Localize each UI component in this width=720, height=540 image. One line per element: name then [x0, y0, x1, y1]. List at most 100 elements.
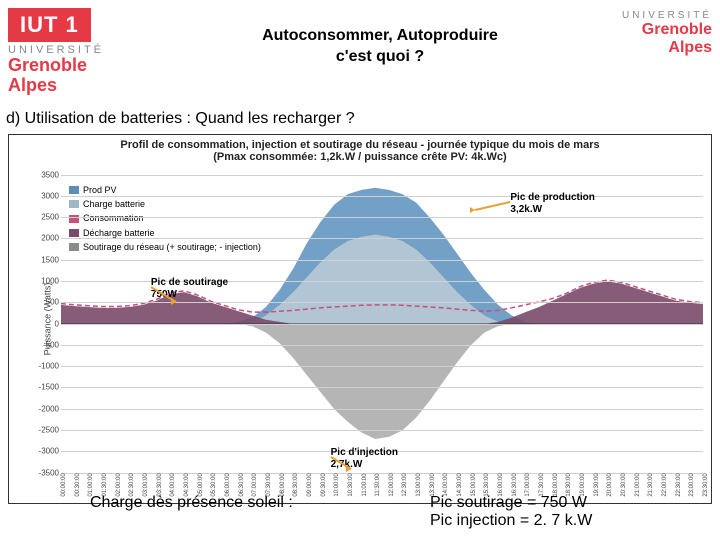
- x-tick: 15:30:00: [484, 473, 490, 496]
- footer-left: Charge dès présence soleil :: [0, 494, 430, 530]
- x-tick: 21:30:00: [648, 473, 654, 496]
- legend-label: Consommation: [83, 211, 144, 225]
- x-tick: 14:30:00: [457, 473, 463, 496]
- logo-name-right-2: Alpes: [580, 39, 712, 57]
- y-tick: -2500: [31, 426, 59, 435]
- footer-right-1: Pic soutirage = 750 W: [430, 494, 587, 511]
- x-tick: 15:00:00: [471, 473, 477, 496]
- x-tick: 22:30:00: [676, 473, 682, 496]
- y-tick: -500: [31, 340, 59, 349]
- grid-line: [61, 345, 703, 346]
- x-tick: 16:30:00: [512, 473, 518, 496]
- x-tick: 17:30:00: [539, 473, 545, 496]
- x-tick: 04:00:00: [170, 473, 176, 496]
- x-tick: 20:30:00: [621, 473, 627, 496]
- y-tick: 3500: [31, 170, 59, 179]
- area-soutirage: [61, 324, 703, 439]
- footer-right-2: Pic injection = 2. 7 k.W: [430, 512, 592, 529]
- x-tick: 12:00:00: [389, 473, 395, 496]
- legend-swatch: [69, 200, 79, 208]
- y-tick: 1500: [31, 255, 59, 264]
- grid-line: [61, 324, 703, 325]
- chart-title-line2: (Pmax consommée: 1,2k.W / puissance crêt…: [213, 151, 506, 163]
- chart-title: Profil de consommation, injection et sou…: [9, 135, 711, 165]
- title-line2: c'est quoi ?: [336, 48, 424, 65]
- x-tick: 01:00:00: [88, 473, 94, 496]
- x-tick: 04:30:00: [184, 473, 190, 496]
- y-tick: -3000: [31, 447, 59, 456]
- x-tick: 14:00:00: [443, 473, 449, 496]
- grid-line: [61, 409, 703, 410]
- y-tick: 3000: [31, 191, 59, 200]
- x-tick: 05:00:00: [198, 473, 204, 496]
- x-tick: 12:30:00: [402, 473, 408, 496]
- x-tick: 03:30:00: [157, 473, 163, 496]
- title-line1: Autoconsommer, Autoproduire: [262, 27, 498, 44]
- y-tick: -1500: [31, 383, 59, 392]
- x-tick: 13:00:00: [416, 473, 422, 496]
- x-tick: 17:00:00: [525, 473, 531, 496]
- x-tick: 03:00:00: [143, 473, 149, 496]
- x-tick: 02:30:00: [129, 473, 135, 496]
- x-tick: 00:30:00: [75, 473, 81, 496]
- annotation-arrow: [291, 427, 371, 487]
- x-tick: 23:30:00: [703, 473, 709, 496]
- legend-swatch: [69, 243, 79, 251]
- x-tick: 13:30:00: [430, 473, 436, 496]
- y-tick: 1000: [31, 277, 59, 286]
- y-tick: 500: [31, 298, 59, 307]
- footer-right: Pic soutirage = 750 W Pic injection = 2.…: [430, 494, 720, 530]
- grid-line: [61, 217, 703, 218]
- x-tick: 00:00:00: [61, 473, 67, 496]
- legend-label: Charge batterie: [83, 197, 145, 211]
- x-tick: 11:30:00: [375, 473, 381, 496]
- y-tick: -3500: [31, 468, 59, 477]
- grid-line: [61, 430, 703, 431]
- y-tick: 2500: [31, 213, 59, 222]
- subtitle: d) Utilisation de batteries : Quand les …: [0, 100, 720, 134]
- x-tick: 20:00:00: [607, 473, 613, 496]
- y-tick: 2000: [31, 234, 59, 243]
- legend-label: Soutirage du réseau (+ soutirage; - inje…: [83, 240, 261, 254]
- logo-name-right-1: Grenoble: [580, 21, 712, 39]
- x-tick: 08:00:00: [280, 473, 286, 496]
- legend-swatch: [69, 215, 79, 223]
- x-tick: 18:30:00: [566, 473, 572, 496]
- y-tick: 0: [31, 319, 59, 328]
- y-tick: -1000: [31, 362, 59, 371]
- chart-title-line1: Profil de consommation, injection et sou…: [120, 139, 599, 151]
- x-tick: 06:30:00: [239, 473, 245, 496]
- annotation-arrow: [111, 257, 191, 317]
- x-tick: 02:00:00: [116, 473, 122, 496]
- logo-name-left-1: Grenoble: [8, 56, 180, 76]
- x-tick: 07:00:00: [252, 473, 258, 496]
- x-tick: 05:30:00: [211, 473, 217, 496]
- x-tick: 18:00:00: [553, 473, 559, 496]
- y-tick: -2000: [31, 404, 59, 413]
- iut-logo-box: IUT 1: [8, 8, 91, 42]
- legend: Prod PVCharge batterieConsommationDéchar…: [69, 183, 261, 255]
- legend-label: Prod PV: [83, 183, 117, 197]
- x-tick: 21:00:00: [635, 473, 641, 496]
- x-tick: 01:30:00: [102, 473, 108, 496]
- annotation-arrow: [470, 172, 550, 232]
- chart-container: Profil de consommation, injection et sou…: [8, 134, 712, 504]
- x-tick: 06:00:00: [225, 473, 231, 496]
- grid-line: [61, 196, 703, 197]
- logo-name-left-2: Alpes: [8, 76, 180, 96]
- logo-sub-right: UNIVERSITÉ: [580, 10, 712, 21]
- grid-line: [61, 366, 703, 367]
- logo-right: UNIVERSITÉ Grenoble Alpes: [580, 8, 720, 56]
- x-tick: 07:30:00: [266, 473, 272, 496]
- grid-line: [61, 175, 703, 176]
- x-tick: 16:00:00: [498, 473, 504, 496]
- x-tick: 19:30:00: [594, 473, 600, 496]
- slide-title: Autoconsommer, Autoproduire c'est quoi ?: [180, 8, 580, 68]
- legend-item: Consommation: [69, 211, 261, 225]
- legend-swatch: [69, 186, 79, 194]
- legend-item: Charge batterie: [69, 197, 261, 211]
- legend-item: Soutirage du réseau (+ soutirage; - inje…: [69, 240, 261, 254]
- footer: Charge dès présence soleil : Pic soutira…: [0, 494, 720, 530]
- legend-item: Prod PV: [69, 183, 261, 197]
- x-tick: 19:00:00: [580, 473, 586, 496]
